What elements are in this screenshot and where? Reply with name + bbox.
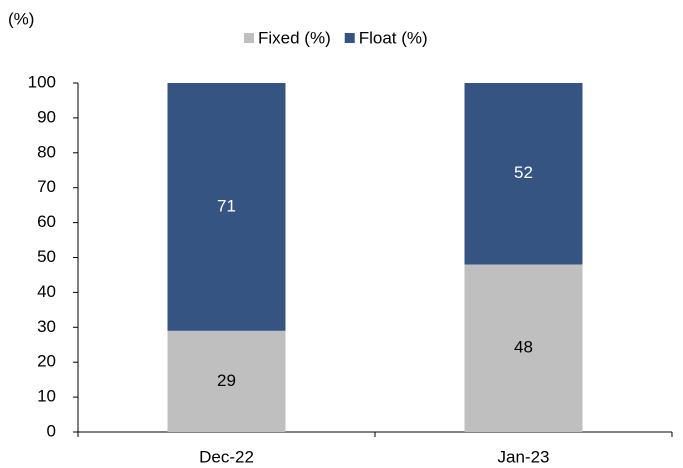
x-tick-label: Jan-23 [498, 447, 550, 466]
legend-label: Fixed (%) [258, 28, 331, 47]
y-tick-label: 20 [37, 352, 56, 371]
y-tick-label: 70 [37, 177, 56, 196]
bar-segment [167, 330, 286, 432]
x-tick-label: Dec-22 [199, 447, 254, 466]
y-tick-label: 40 [37, 282, 56, 301]
bar-segment [464, 264, 583, 432]
legend-swatch [344, 33, 355, 43]
y-tick-label: 90 [37, 107, 56, 126]
data-label: 48 [514, 338, 533, 357]
y-tick-label: 60 [37, 212, 56, 231]
y-tick-label: 50 [37, 247, 56, 266]
bar-segment [464, 83, 583, 265]
y-tick-label: 100 [28, 72, 56, 91]
y-tick-label: 80 [37, 142, 56, 161]
legend-label: Float (%) [359, 28, 428, 47]
data-label: 52 [514, 163, 533, 182]
data-label: 29 [217, 371, 236, 390]
y-axis-label: (%) [8, 9, 34, 28]
bar-segment [167, 83, 286, 331]
y-tick-label: 10 [37, 387, 56, 406]
data-label: 71 [217, 196, 236, 215]
legend-swatch [244, 33, 254, 43]
y-tick-label: 0 [47, 421, 56, 440]
y-tick-label: 30 [37, 317, 56, 336]
